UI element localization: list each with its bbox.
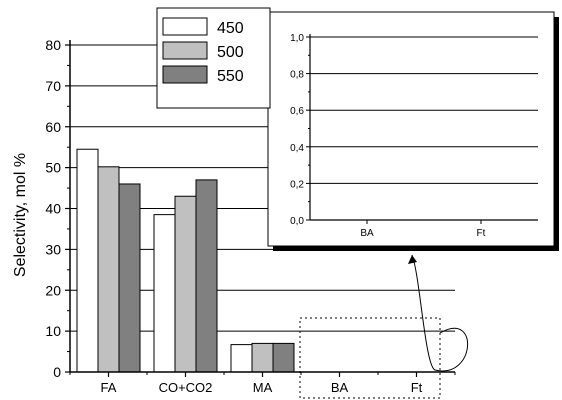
y-tick-label: 10 bbox=[45, 323, 61, 339]
zoom-arrow bbox=[411, 254, 469, 372]
inset-x-tick-label: BA bbox=[360, 228, 374, 239]
bar-550 bbox=[272, 342, 295, 373]
inset-frame bbox=[267, 11, 555, 247]
inset-y-tick-label: 0,6 bbox=[290, 106, 304, 117]
y-tick-label: 40 bbox=[45, 201, 61, 217]
y-tick-label: 80 bbox=[45, 37, 61, 53]
x-tick-label: BA bbox=[331, 380, 349, 395]
bar-500 bbox=[251, 342, 274, 373]
x-tick-label: MA bbox=[253, 380, 273, 395]
bar-450 bbox=[76, 148, 99, 373]
x-tick-label: CO+CO2 bbox=[159, 380, 213, 395]
inset-y-tick-label: 0,2 bbox=[290, 179, 304, 190]
inset-y-tick-label: 1,0 bbox=[290, 33, 304, 44]
inset-y-tick-label: 0,8 bbox=[290, 70, 304, 81]
y-axis-title: Selectivity, mol % bbox=[12, 153, 29, 277]
zoom-region-box bbox=[299, 317, 441, 399]
legend-label: 450 bbox=[217, 20, 244, 37]
y-tick-label: 60 bbox=[45, 119, 61, 135]
bar-450 bbox=[153, 214, 176, 373]
y-tick-label: 70 bbox=[45, 78, 61, 94]
y-tick-label: 50 bbox=[45, 160, 61, 176]
x-tick-label: FA bbox=[101, 380, 117, 395]
bar-550 bbox=[118, 183, 141, 373]
inset-x-tick-label: Ft bbox=[477, 228, 486, 239]
legend-label: 500 bbox=[217, 44, 244, 61]
bar-450 bbox=[230, 344, 253, 373]
main-bars bbox=[76, 148, 295, 373]
y-tick-label: 0 bbox=[53, 364, 61, 380]
inset-chart: 0,0 0,2 0,4 0,6 0,8 1,0 BA Ft bbox=[267, 11, 559, 251]
legend: 450 500 550 bbox=[156, 7, 271, 109]
legend-swatch-550 bbox=[162, 65, 208, 84]
legend-swatch-500 bbox=[162, 41, 208, 60]
bar-500 bbox=[97, 166, 120, 373]
legend-swatch-450 bbox=[162, 17, 208, 36]
zoom-arrow-head bbox=[408, 255, 417, 264]
x-tick-label: Ft bbox=[411, 380, 423, 395]
inset-y-tick-label: 0,0 bbox=[290, 216, 304, 227]
y-tick-label: 30 bbox=[45, 241, 61, 257]
zoom-box-rect bbox=[299, 317, 441, 399]
legend-label: 550 bbox=[217, 68, 244, 85]
main-axes: 0 10 20 30 40 50 60 70 80 FA CO+CO2 MA BA Ft bbox=[45, 37, 456, 395]
inset-y-tick-label: 0,4 bbox=[290, 143, 304, 154]
y-tick-label: 20 bbox=[45, 282, 61, 298]
bar-550 bbox=[195, 179, 218, 373]
bar-500 bbox=[174, 195, 197, 373]
